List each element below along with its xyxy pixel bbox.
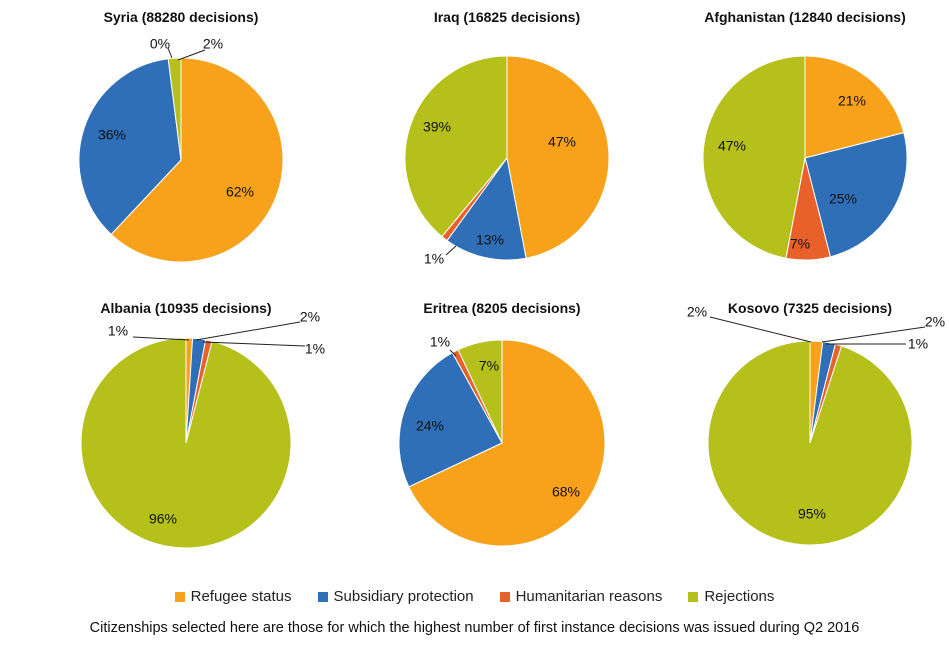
- pie-title-6: Kosovo (7325 decisions): [728, 300, 892, 316]
- data-label-rejections: 95%: [798, 506, 826, 522]
- data-label-humanitarian: 1%: [424, 251, 444, 267]
- pie-slice-refugee: [110, 57, 284, 263]
- data-label-refugee: 62%: [226, 184, 254, 200]
- leader-line-rejections: [177, 49, 206, 61]
- data-label-humanitarian: 7%: [790, 236, 810, 252]
- data-label-refugee: 1%: [108, 323, 128, 339]
- data-label-rejections: 7%: [479, 358, 499, 374]
- data-label-subsidiary: 24%: [416, 418, 444, 434]
- leader-line-humanitarian: [449, 349, 457, 357]
- data-label-subsidiary: 2%: [925, 314, 945, 330]
- legend-swatch-subsidiary: [317, 591, 328, 602]
- pie-slice-refugee: [804, 55, 905, 159]
- data-label-rejections: 39%: [423, 119, 451, 135]
- pie-title-1: Syria (88280 decisions): [104, 9, 259, 25]
- data-label-subsidiary: 36%: [98, 127, 126, 143]
- legend: Refugee status Subsidiary protection Hum…: [0, 588, 949, 605]
- legend-swatch-refugee: [174, 591, 185, 602]
- data-label-rejections: 47%: [718, 138, 746, 154]
- pie-slice-subsidiary: [804, 132, 908, 258]
- data-label-humanitarian: 1%: [430, 334, 450, 350]
- leader-line-humanitarian: [445, 245, 457, 256]
- leader-line-refugee: [132, 336, 190, 341]
- data-label-refugee: 2%: [687, 304, 707, 320]
- data-label-humanitarian: 0%: [150, 36, 170, 52]
- pie-chart-2: Iraq (16825 decisions) 47% 13% 1% 39%: [404, 9, 610, 267]
- pie-chart-5: Eritrea (8205 decisions) 68% 24% 1% 7%: [398, 300, 606, 547]
- pie-chart-4: Albania (10935 decisions) 1% 2% 1% 96%: [80, 300, 325, 549]
- pie-slice-rejections: [167, 57, 182, 161]
- pie-title-2: Iraq (16825 decisions): [434, 9, 580, 25]
- pie-title-5: Eritrea (8205 decisions): [423, 300, 580, 316]
- data-label-subsidiary: 25%: [829, 191, 857, 207]
- leader-line-humanitarian: [167, 47, 173, 59]
- pie-slice-rejections: [707, 340, 913, 546]
- legend-swatch-humanitarian: [499, 591, 510, 602]
- pie-slice-rejections: [457, 339, 503, 444]
- data-label-humanitarian: 1%: [305, 341, 325, 357]
- data-label-refugee: 68%: [552, 484, 580, 500]
- pie-title-3: Afghanistan (12840 decisions): [704, 9, 906, 25]
- data-label-subsidiary: 13%: [476, 232, 504, 248]
- pie-slice-subsidiary: [398, 352, 503, 488]
- pie-chart-1: Syria (88280 decisions) 62% 36% 0% 2%: [78, 9, 284, 263]
- legend-item-humanitarian: Humanitarian reasons: [499, 588, 663, 605]
- pie-charts-svg: Syria (88280 decisions) 62% 36% 0% 2% Iraq (1…: [78, 9, 945, 549]
- legend-item-refugee: Refugee status: [174, 588, 292, 605]
- pie-slice-subsidiary: [78, 58, 182, 236]
- data-label-subsidiary: 2%: [300, 309, 320, 325]
- data-label-refugee: 47%: [548, 134, 576, 150]
- legend-label-subsidiary: Subsidiary protection: [333, 588, 474, 605]
- pie-slice-subsidiary: [446, 156, 527, 261]
- legend-swatch-rejections: [688, 591, 699, 602]
- pie-slice-refugee: [408, 339, 606, 547]
- pie-slice-rejections: [404, 55, 508, 238]
- pie-slice-rejections: [702, 55, 806, 259]
- data-label-rejections: 96%: [149, 511, 177, 527]
- footnote: Citizenships selected here are those for…: [89, 620, 860, 636]
- pie-chart-3: Afghanistan (12840 decisions) 21% 25% 7% 47%: [702, 9, 908, 261]
- data-label-refugee: 21%: [838, 93, 866, 109]
- legend-item-rejections: Rejections: [688, 588, 774, 605]
- legend-item-subsidiary: Subsidiary protection: [317, 588, 474, 605]
- legend-label-refugee: Refugee status: [190, 588, 292, 605]
- pie-chart-6: Kosovo (7325 decisions) 2% 2% 1% 95%: [687, 300, 945, 546]
- pie-title-4: Albania (10935 decisions): [100, 300, 271, 316]
- pie-slice-rejections: [80, 337, 292, 549]
- leader-line-refugee: [709, 316, 812, 343]
- pie-slice-refugee: [506, 55, 610, 259]
- legend-label-humanitarian: Humanitarian reasons: [515, 588, 663, 605]
- leader-line-subsidiary: [821, 326, 926, 343]
- legend-label-rejections: Rejections: [704, 588, 775, 605]
- leader-line-humanitarian: [202, 341, 306, 347]
- data-label-rejections: 2%: [203, 36, 223, 52]
- data-label-humanitarian: 1%: [908, 336, 928, 352]
- leader-line-subsidiary: [195, 321, 301, 341]
